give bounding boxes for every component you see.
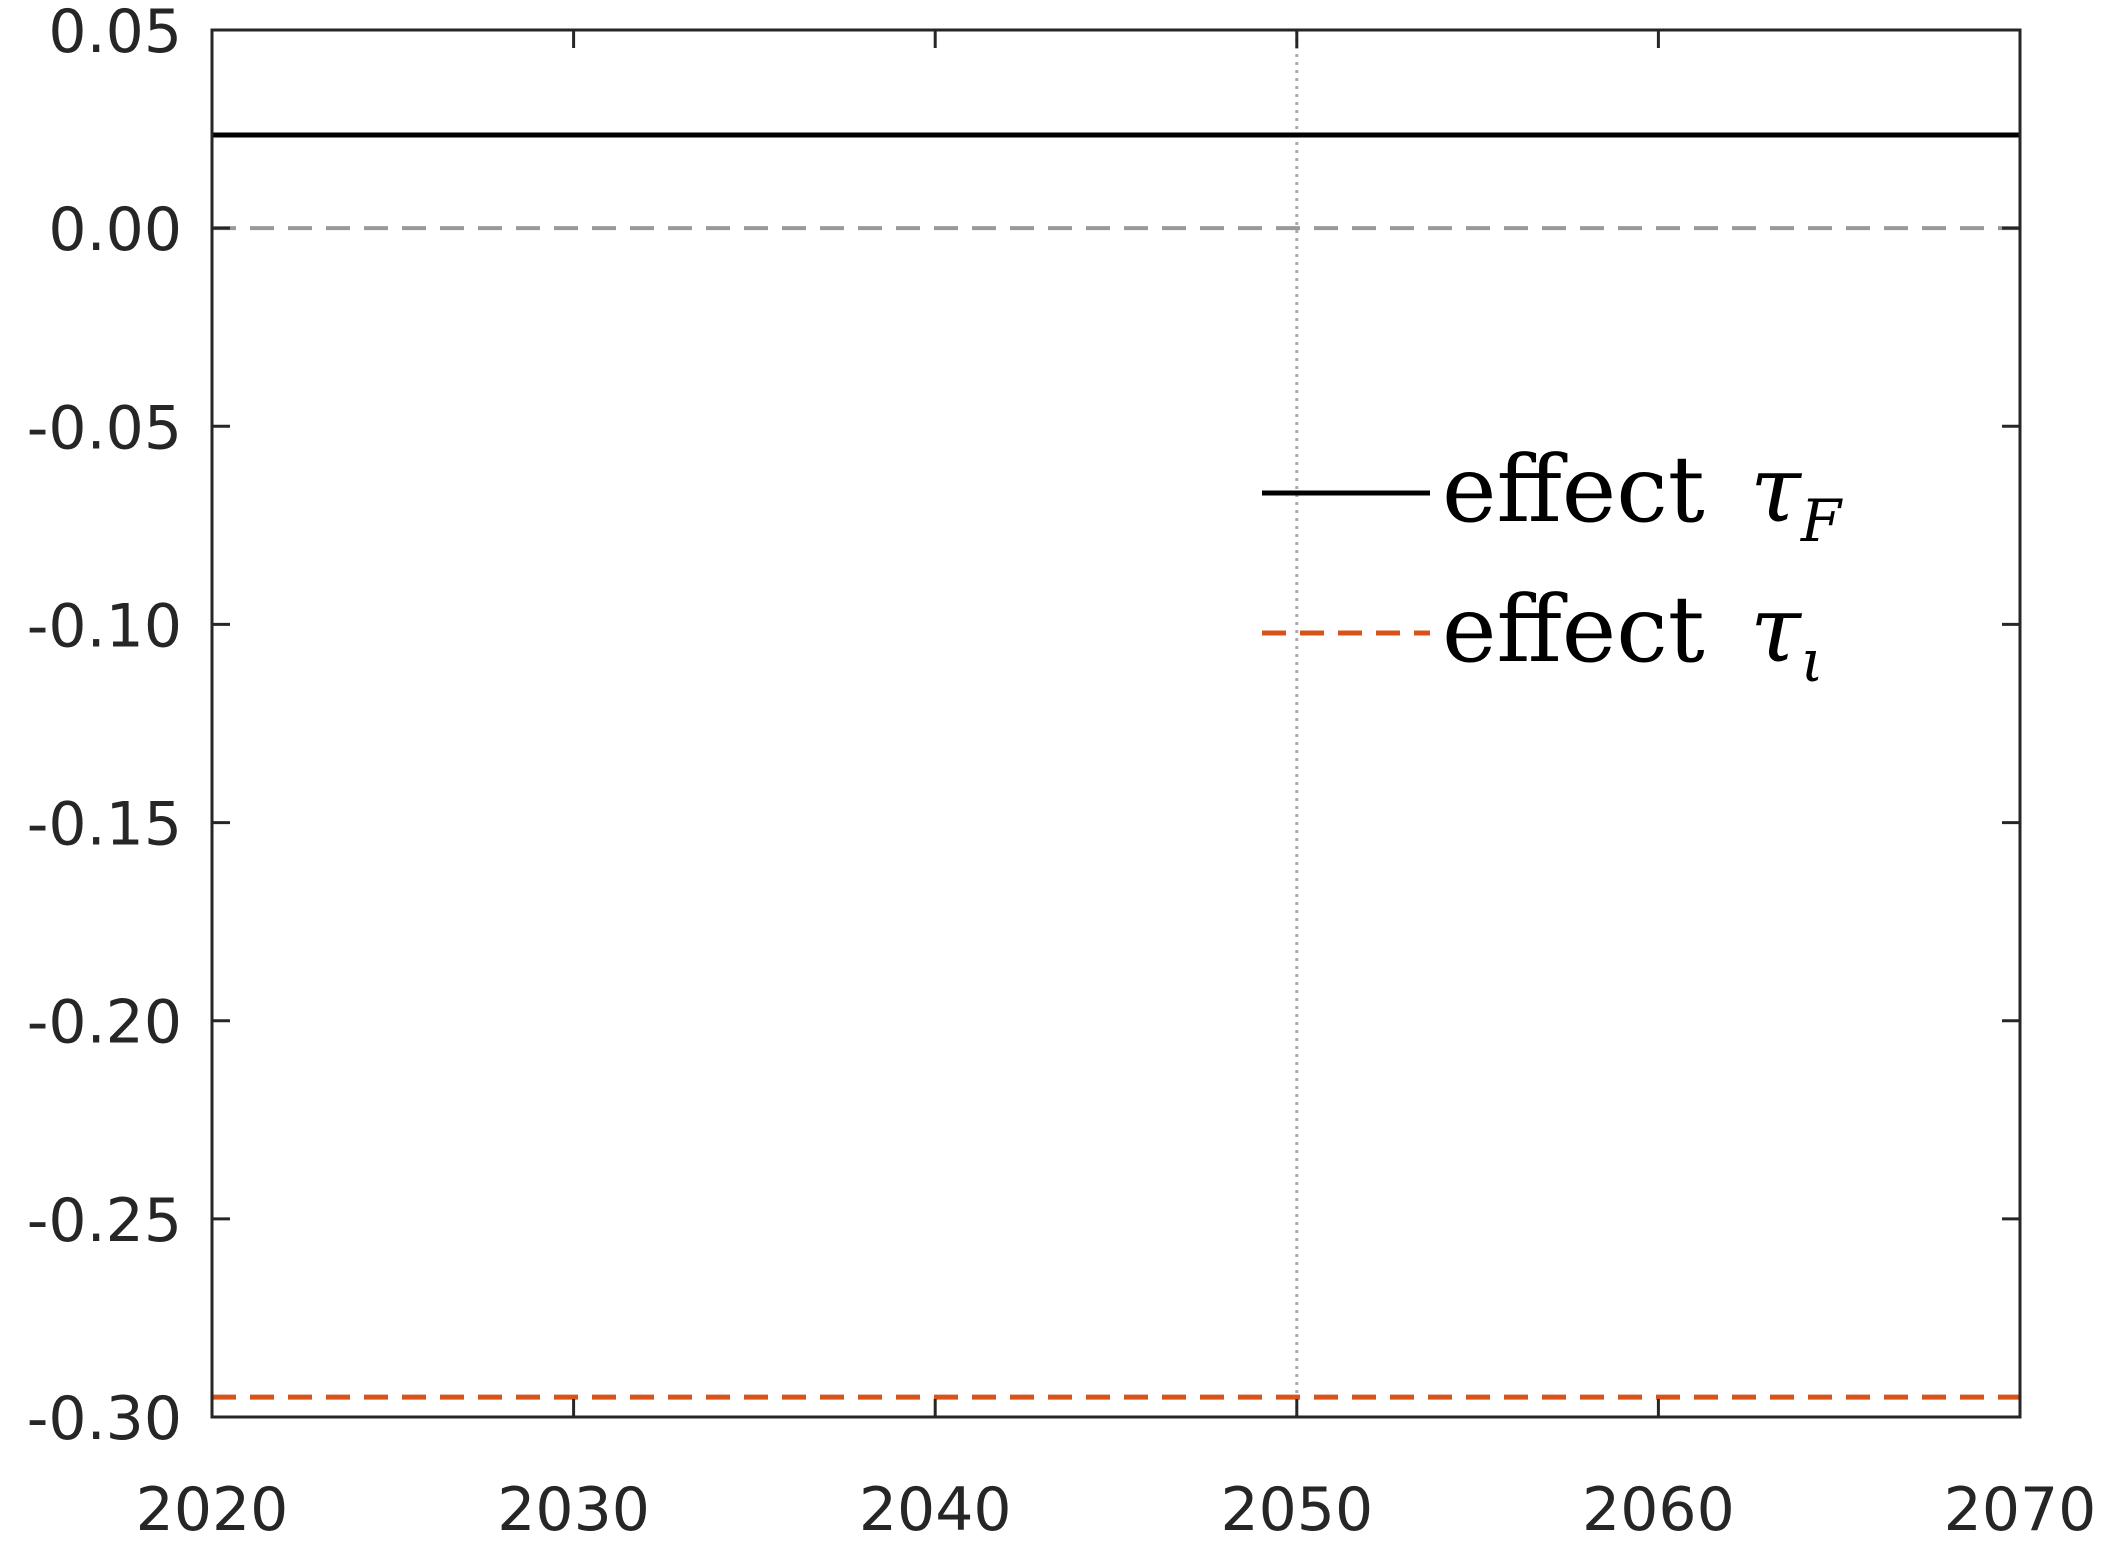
legend-subscript: F bbox=[1800, 487, 1843, 555]
x-tick-label: 2060 bbox=[1582, 1475, 1735, 1545]
legend-label: effect bbox=[1442, 576, 1734, 683]
legend-label: effect bbox=[1442, 436, 1734, 543]
series-lines bbox=[212, 132, 2020, 1400]
y-tick-label: -0.05 bbox=[27, 393, 182, 463]
legend-symbol: τ bbox=[1750, 576, 1803, 683]
legend-entry-1: effect τι bbox=[1442, 576, 1824, 695]
x-tick-label: 2040 bbox=[859, 1475, 1012, 1545]
x-tick-label: 2070 bbox=[1944, 1475, 2097, 1545]
x-tick-label: 2020 bbox=[136, 1475, 289, 1545]
y-tick-labels: 0.05 0.00 -0.05 -0.10 -0.15 -0.20 -0.25 -0.30 bbox=[27, 0, 182, 1454]
y-tick-label: -0.10 bbox=[27, 591, 182, 661]
y-tick-label: -0.15 bbox=[27, 790, 182, 860]
legend-symbol: τ bbox=[1750, 436, 1803, 543]
legend-subscript: ι bbox=[1801, 627, 1824, 695]
legend-entry-0: effect τF bbox=[1442, 436, 1843, 555]
y-tick-label: -0.20 bbox=[27, 988, 182, 1058]
y-tick-label: -0.25 bbox=[27, 1186, 182, 1256]
x-tick-label: 2030 bbox=[497, 1475, 650, 1545]
x-tick-label: 2050 bbox=[1220, 1475, 1373, 1545]
x-tick-labels: 2020 2030 2040 2050 2060 2070 bbox=[136, 1475, 2097, 1545]
reference-lines bbox=[212, 30, 2020, 1417]
y-tick-label: 0.00 bbox=[48, 195, 182, 265]
axis-ticks bbox=[210, 28, 2022, 1419]
axes-box bbox=[210, 28, 2022, 1419]
y-tick-label: -0.30 bbox=[27, 1384, 182, 1454]
y-tick-label: 0.05 bbox=[48, 0, 182, 67]
